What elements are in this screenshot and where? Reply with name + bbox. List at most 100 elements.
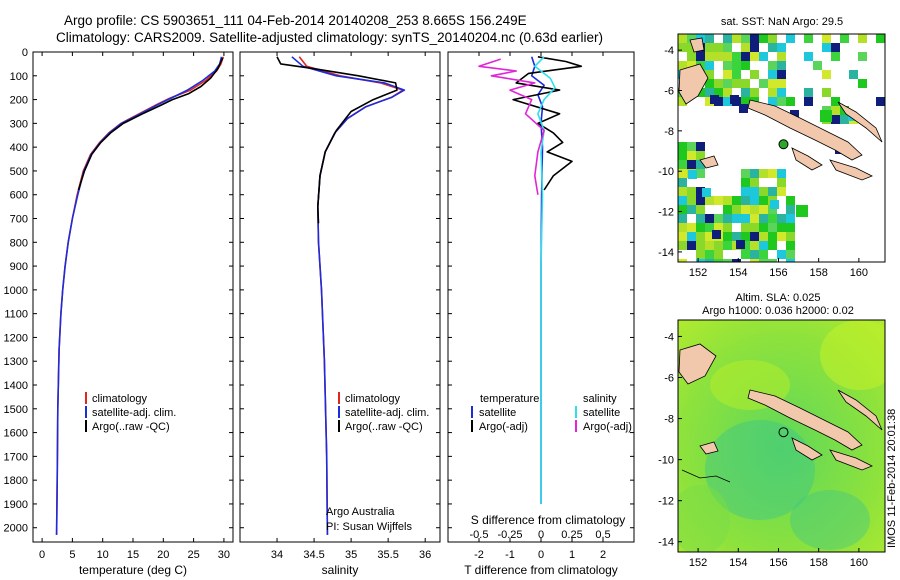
depth-tick-label: 200 xyxy=(10,95,28,107)
float-owner-line1: Argo Australia xyxy=(326,506,395,518)
depth-tick-label: 1100 xyxy=(4,309,28,321)
sst-cell xyxy=(678,232,687,241)
sst-cell xyxy=(768,241,777,250)
legend-label: Argo(-adj) xyxy=(583,421,632,433)
sst-cell xyxy=(759,196,768,205)
sst-cell xyxy=(759,169,768,178)
sst-cell xyxy=(858,52,867,61)
sst-cell xyxy=(687,52,696,61)
sst-cell xyxy=(714,250,723,259)
sst-cell xyxy=(687,187,696,196)
sst-cell xyxy=(723,259,732,262)
sst-cell xyxy=(687,223,696,232)
sst-cell xyxy=(750,169,759,178)
x-tick-label: 15 xyxy=(127,549,139,561)
sst-cell xyxy=(750,178,759,187)
temperature-panel-series xyxy=(55,56,225,535)
sst-cell xyxy=(840,34,849,43)
sst-cell xyxy=(777,169,786,178)
sst-cell xyxy=(705,241,714,250)
x-axes: 0 5 10 15 20 25 30 34 34.5 35 35.5 36 -2 -1 0 1 2 -0.5 -0.… xyxy=(39,52,611,561)
land-polygon xyxy=(699,441,719,455)
sst-cell xyxy=(750,88,759,97)
land-polygon xyxy=(689,37,705,53)
series-line xyxy=(478,58,545,195)
sst-cell xyxy=(723,196,732,205)
sst-cell xyxy=(739,104,748,113)
salinity-panel-frame xyxy=(239,51,441,543)
sst-cell xyxy=(750,232,759,241)
sst-cell xyxy=(768,223,777,232)
sst-cell xyxy=(822,70,831,79)
land-polygon xyxy=(829,159,873,181)
sst-cell xyxy=(678,178,687,187)
legend-label: Argo(..raw -QC) xyxy=(345,421,423,433)
sst-cell xyxy=(741,61,750,70)
sst-cell xyxy=(732,70,741,79)
sst-cell xyxy=(759,250,768,259)
profile-lines xyxy=(55,56,583,535)
depth-tick-label: 1300 xyxy=(4,356,28,368)
difference-legend: temperature salinity satellite Argo(-adj… xyxy=(471,393,632,433)
depth-tick-label: 1500 xyxy=(4,404,28,416)
map-lon-label: 156 xyxy=(769,557,787,569)
sst-cell xyxy=(759,205,768,214)
sst-cell xyxy=(741,88,750,97)
series-line xyxy=(276,56,398,224)
sst-cell xyxy=(723,205,732,214)
land-polygon xyxy=(678,63,709,105)
sla-map-field xyxy=(678,320,885,552)
depth-tick-label: 0 xyxy=(22,47,28,59)
sst-cell xyxy=(705,97,714,106)
sst-cell xyxy=(741,214,750,223)
sst-cell xyxy=(723,214,732,223)
sst-cell xyxy=(759,187,768,196)
map-lat-label: -12 xyxy=(658,496,674,508)
sst-cell xyxy=(678,43,687,52)
sst-cell xyxy=(822,88,831,97)
map-lon-label: 160 xyxy=(850,557,868,569)
figure-title-line1: Argo profile: CS 5903651_111 04-Feb-2014… xyxy=(64,13,527,28)
sst-cell xyxy=(741,52,750,61)
sst-cell xyxy=(750,34,759,43)
sst-cell xyxy=(777,88,786,97)
legend-label: Argo(-adj) xyxy=(479,421,528,433)
sst-cell xyxy=(777,250,786,259)
land-polygon xyxy=(699,155,719,169)
depth-tick-label: 800 xyxy=(10,237,28,249)
sst-cell xyxy=(705,52,714,61)
sst-cell xyxy=(705,70,714,79)
sst-cell xyxy=(678,241,687,250)
map-lon-label: 154 xyxy=(729,267,747,279)
sst-cell xyxy=(768,70,777,79)
depth-tick-label: 100 xyxy=(10,71,28,83)
sst-cell xyxy=(696,187,705,196)
sst-cell xyxy=(678,259,687,262)
sst-cell xyxy=(687,205,696,214)
figure-title-line2: Climatology: CARS2009. Satellite-adjuste… xyxy=(56,30,604,45)
sst-cell xyxy=(759,52,768,61)
sst-cell xyxy=(696,52,705,61)
map-lat-label: -8 xyxy=(664,414,674,426)
land-polygon xyxy=(791,147,823,171)
sst-cell xyxy=(678,169,687,178)
series-line xyxy=(533,56,556,504)
sst-cell xyxy=(696,214,705,223)
sst-cell xyxy=(822,34,831,43)
sst-cell xyxy=(687,160,696,169)
sst-cell xyxy=(687,241,696,250)
sst-cell xyxy=(678,142,687,151)
sst-cell xyxy=(732,34,741,43)
sst-cell xyxy=(786,214,795,223)
sst-cell xyxy=(759,79,768,88)
land-polygon xyxy=(678,343,717,385)
sst-cell xyxy=(768,79,777,88)
sst-cell xyxy=(759,241,768,250)
s-tick-label: 0.25 xyxy=(561,529,582,541)
sst-cell xyxy=(750,214,759,223)
sst-cell xyxy=(714,43,723,52)
sst-cell xyxy=(768,214,777,223)
sst-cell xyxy=(714,259,723,262)
sst-cell xyxy=(678,34,687,43)
sst-cell xyxy=(723,232,732,241)
